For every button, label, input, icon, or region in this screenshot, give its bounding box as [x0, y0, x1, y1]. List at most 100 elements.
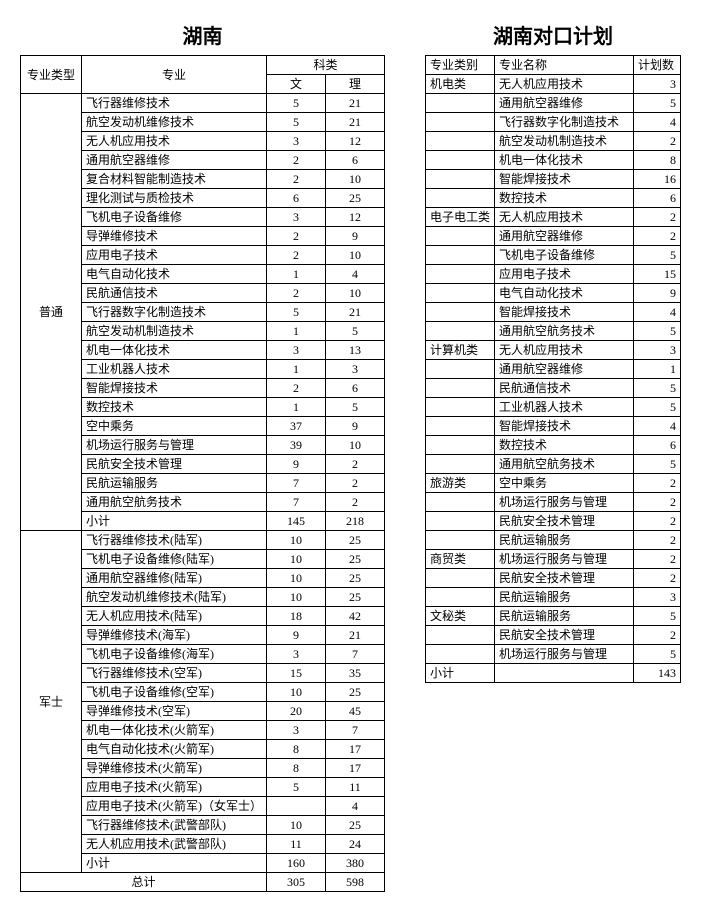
- wen-cell: 2: [267, 284, 326, 303]
- subtotal-label: 小计: [426, 664, 495, 683]
- type-cell: 机电类: [426, 75, 495, 94]
- li-cell: 25: [326, 588, 385, 607]
- li-cell: 25: [326, 569, 385, 588]
- major-cell: 飞行器维修技术(空军): [82, 664, 267, 683]
- major-cell: 应用电子技术(火箭军)（女军士）: [82, 797, 267, 816]
- table-row: 通用航空航务技术5: [426, 322, 681, 341]
- type-cell: [426, 322, 495, 341]
- table-row: 民航通信技术5: [426, 379, 681, 398]
- subtotal-plan: 143: [634, 664, 681, 683]
- name-cell: 民航安全技术管理: [495, 569, 634, 588]
- wen-cell: 10: [267, 683, 326, 702]
- plan-cell: 2: [634, 208, 681, 227]
- name-cell: 数控技术: [495, 436, 634, 455]
- hdr-wen: 文: [267, 75, 326, 94]
- plan-cell: 2: [634, 531, 681, 550]
- major-cell: 电气自动化技术(火箭军): [82, 740, 267, 759]
- total-label: 总计: [21, 873, 267, 892]
- type-cell: [426, 189, 495, 208]
- major-cell: 飞行器维修技术: [82, 94, 267, 113]
- plan-cell: 5: [634, 94, 681, 113]
- table-row: 通用航空器维修5: [426, 94, 681, 113]
- hdr-type: 专业类型: [21, 56, 82, 94]
- total-wen: 305: [267, 873, 326, 892]
- hdr-li: 理: [326, 75, 385, 94]
- left-title: 湖南: [20, 20, 385, 49]
- major-cell: 应用电子技术(火箭军): [82, 778, 267, 797]
- major-cell: 导弹维修技术: [82, 227, 267, 246]
- li-cell: 45: [326, 702, 385, 721]
- major-cell: 小计: [82, 854, 267, 873]
- li-cell: 21: [326, 94, 385, 113]
- li-cell: 3: [326, 360, 385, 379]
- table-row: 普通飞行器维修技术521: [21, 94, 385, 113]
- type-cell: [426, 493, 495, 512]
- li-cell: 21: [326, 303, 385, 322]
- major-cell: 飞机电子设备维修(空军): [82, 683, 267, 702]
- wen-cell: 8: [267, 759, 326, 778]
- wen-cell: 7: [267, 493, 326, 512]
- wen-cell: 15: [267, 664, 326, 683]
- table-row: 民航运输服务3: [426, 588, 681, 607]
- major-cell: 机电一体化技术(火箭军): [82, 721, 267, 740]
- plan-cell: 8: [634, 151, 681, 170]
- table-row: 通用航空器维修1: [426, 360, 681, 379]
- plan-cell: 2: [634, 493, 681, 512]
- li-cell: 218: [326, 512, 385, 531]
- type-cell: [426, 170, 495, 189]
- major-cell: 飞行器维修技术(武警部队): [82, 816, 267, 835]
- table-row: 机场运行服务与管理5: [426, 645, 681, 664]
- wen-cell: 7: [267, 474, 326, 493]
- name-cell: 通用航空器维修: [495, 227, 634, 246]
- li-cell: 12: [326, 208, 385, 227]
- wen-cell: 6: [267, 189, 326, 208]
- plan-cell: 3: [634, 588, 681, 607]
- wen-cell: 1: [267, 265, 326, 284]
- major-cell: 复合材料智能制造技术: [82, 170, 267, 189]
- major-cell: 工业机器人技术: [82, 360, 267, 379]
- right-table: 专业类别 专业名称 计划数 机电类无人机应用技术3通用航空器维修5飞行器数字化制…: [425, 55, 681, 683]
- li-cell: 24: [326, 835, 385, 854]
- table-row: 通用航空航务技术5: [426, 455, 681, 474]
- li-cell: 9: [326, 417, 385, 436]
- li-cell: 7: [326, 721, 385, 740]
- name-cell: 飞机电子设备维修: [495, 246, 634, 265]
- name-cell: 智能焊接技术: [495, 170, 634, 189]
- major-cell: 飞机电子设备维修: [82, 208, 267, 227]
- wen-cell: 9: [267, 455, 326, 474]
- wen-cell: 39: [267, 436, 326, 455]
- major-cell: 空中乘务: [82, 417, 267, 436]
- name-cell: 机场运行服务与管理: [495, 645, 634, 664]
- li-cell: 11: [326, 778, 385, 797]
- name-cell: 智能焊接技术: [495, 417, 634, 436]
- type-cell: [426, 455, 495, 474]
- plan-cell: 4: [634, 417, 681, 436]
- li-cell: 10: [326, 436, 385, 455]
- plan-cell: 6: [634, 189, 681, 208]
- type-cell: 商贸类: [426, 550, 495, 569]
- wen-cell: 3: [267, 341, 326, 360]
- wen-cell: 5: [267, 113, 326, 132]
- name-cell: 机电一体化技术: [495, 151, 634, 170]
- right-thead: 专业类别 专业名称 计划数: [426, 56, 681, 75]
- name-cell: 应用电子技术: [495, 265, 634, 284]
- major-cell: 民航通信技术: [82, 284, 267, 303]
- major-cell: 电气自动化技术: [82, 265, 267, 284]
- wen-cell: 160: [267, 854, 326, 873]
- major-cell: 飞行器数字化制造技术: [82, 303, 267, 322]
- plan-cell: 5: [634, 246, 681, 265]
- type-cell: [426, 246, 495, 265]
- li-cell: 25: [326, 683, 385, 702]
- major-cell: 无人机应用技术(武警部队): [82, 835, 267, 854]
- major-cell: 智能焊接技术: [82, 379, 267, 398]
- name-cell: 民航运输服务: [495, 588, 634, 607]
- wen-cell: 2: [267, 227, 326, 246]
- name-cell: 电气自动化技术: [495, 284, 634, 303]
- name-cell: 机场运行服务与管理: [495, 550, 634, 569]
- li-cell: 2: [326, 474, 385, 493]
- major-cell: 通用航空航务技术: [82, 493, 267, 512]
- major-cell: 飞行器维修技术(陆军): [82, 531, 267, 550]
- table-row: 民航安全技术管理2: [426, 512, 681, 531]
- li-cell: 25: [326, 816, 385, 835]
- li-cell: 17: [326, 759, 385, 778]
